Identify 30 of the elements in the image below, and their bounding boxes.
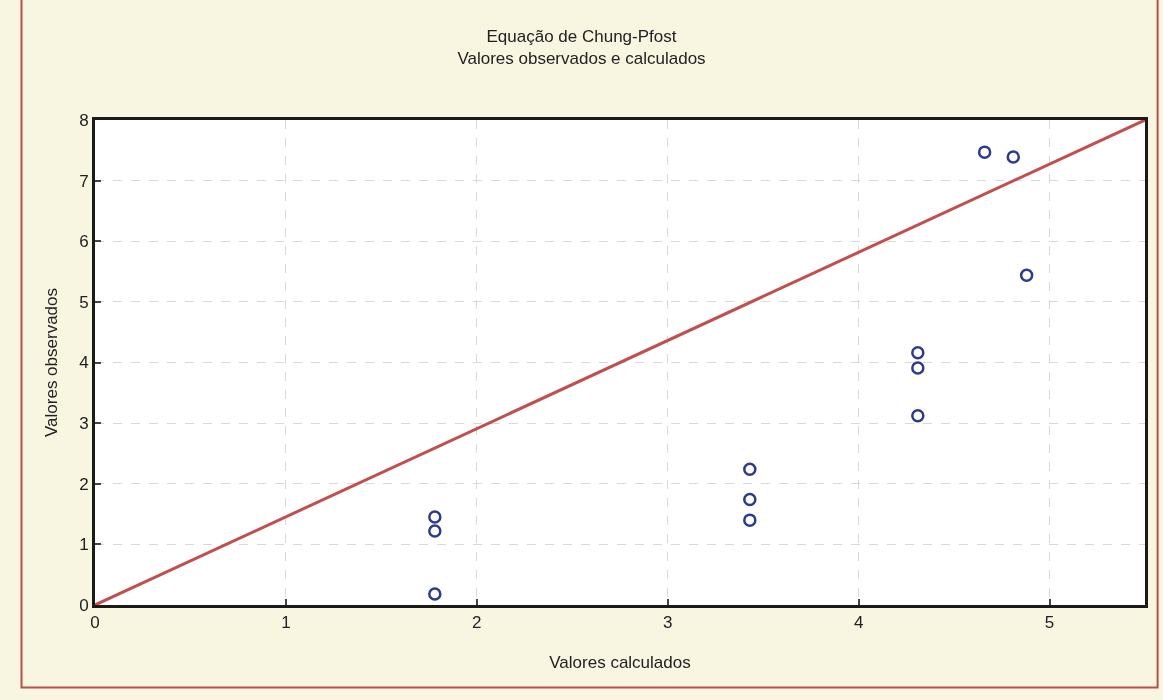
point (911, 361, 925, 375)
y-tick-label: 1 (79, 535, 89, 555)
point (428, 510, 442, 524)
point (911, 346, 925, 360)
y-tick-label: 6 (79, 232, 89, 252)
y-tick-label: 2 (79, 474, 89, 494)
x-tick-label: 3 (663, 613, 673, 633)
point (428, 524, 442, 538)
y-tick-label: 4 (79, 353, 89, 373)
y-tick-label: 3 (79, 414, 89, 434)
chart-subtitle: Valores observados e calculados (457, 49, 706, 69)
x-tick-label: 4 (853, 613, 864, 633)
point (911, 409, 925, 423)
y-tick-label: 0 (79, 595, 89, 615)
chart-title: Equação de Chung-Pfost (486, 27, 677, 46)
x-tick-label: 1 (281, 613, 291, 633)
y-tick-label: 5 (79, 292, 89, 312)
y-tick-label: 8 (79, 110, 89, 130)
x-tick-label: 5 (1044, 613, 1055, 633)
y-axis-title: Valores observados (41, 288, 61, 437)
point (743, 492, 757, 507)
point (743, 462, 757, 476)
point (977, 145, 992, 159)
point (428, 587, 442, 601)
point (743, 513, 757, 527)
point (1019, 268, 1034, 282)
x-axis-title: Valores calculados (549, 652, 691, 672)
x-tick-label: 2 (472, 613, 482, 633)
y-tick-label: 7 (79, 171, 89, 191)
point (1006, 150, 1021, 164)
